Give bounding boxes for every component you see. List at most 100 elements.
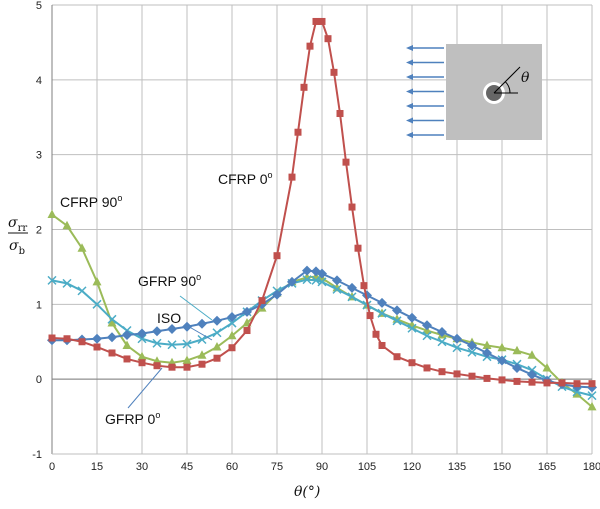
- load-arrow-head: [406, 59, 413, 66]
- data-point: [366, 312, 374, 320]
- load-arrows: [406, 45, 444, 138]
- data-point: [512, 345, 522, 355]
- data-point: [227, 312, 237, 323]
- data-point: [438, 368, 446, 376]
- data-point: [587, 391, 597, 401]
- data-point: [347, 292, 357, 302]
- data-point: [77, 286, 87, 296]
- data-point: [92, 276, 102, 286]
- data-point: [312, 17, 320, 25]
- data-point: [452, 333, 462, 344]
- data-point: [302, 265, 312, 276]
- load-arrow-head: [406, 74, 413, 80]
- data-point: [408, 359, 416, 367]
- data-point: [294, 128, 302, 136]
- series-cfrp-0o: [48, 17, 596, 388]
- y-tick-label: 0: [36, 374, 42, 386]
- x-tick-label: 105: [358, 461, 376, 473]
- data-point: [348, 203, 356, 211]
- data-point: [287, 276, 297, 287]
- data-point: [452, 343, 462, 353]
- data-point: [258, 297, 266, 305]
- x-tick-label: 90: [316, 461, 328, 473]
- data-point: [122, 340, 132, 349]
- data-point: [47, 209, 57, 219]
- data-point: [228, 344, 236, 352]
- data-point: [138, 359, 146, 367]
- data-point: [47, 275, 57, 285]
- data-point: [227, 330, 237, 340]
- series-labels: CFRP 0o CFRP 90o GFRP 90o ISO GFRP 0o: [60, 170, 273, 427]
- data-point: [393, 353, 401, 361]
- data-point: [497, 355, 507, 366]
- y-axis-label: σrr σb: [8, 215, 28, 257]
- data-point: [572, 389, 582, 398]
- series-layer: [47, 17, 597, 411]
- data-point: [167, 324, 177, 335]
- data-point: [107, 318, 117, 327]
- data-point: [422, 331, 432, 341]
- x-tick-label: 150: [493, 461, 511, 473]
- data-point: [243, 327, 251, 335]
- data-point: [407, 323, 417, 333]
- label-cfrp-90: CFRP 90o: [60, 193, 122, 210]
- data-point: [182, 355, 192, 364]
- data-point: [78, 338, 86, 346]
- data-point: [300, 83, 308, 91]
- data-point: [107, 314, 117, 324]
- data-point: [212, 315, 222, 326]
- data-point: [242, 306, 252, 317]
- x-tick-label: 165: [538, 461, 556, 473]
- data-point: [302, 272, 312, 281]
- data-point: [558, 379, 566, 387]
- data-point: [543, 379, 551, 387]
- inset-angle-line: [493, 66, 521, 94]
- x-tick-label: 45: [181, 461, 193, 473]
- data-point: [407, 312, 417, 323]
- label-gfrp-90: GFRP 90o: [138, 272, 201, 289]
- data-point: [306, 42, 314, 50]
- data-point: [324, 35, 332, 43]
- data-point: [168, 363, 176, 371]
- label-cfrp-0: CFRP 0o: [218, 170, 273, 187]
- data-point: [360, 282, 368, 290]
- svg-text:σrr: σrr: [8, 215, 27, 234]
- data-point: [92, 333, 102, 344]
- data-point: [62, 220, 72, 230]
- x-tick-label: 120: [403, 461, 421, 473]
- x-tick-label: 15: [91, 461, 103, 473]
- data-point: [513, 377, 521, 385]
- data-point: [182, 339, 192, 349]
- data-point: [392, 305, 402, 316]
- load-arrow-head: [406, 117, 413, 124]
- data-point: [497, 342, 507, 352]
- data-point: [152, 326, 162, 337]
- data-point: [332, 284, 342, 294]
- data-point: [137, 334, 147, 344]
- data-point: [330, 68, 338, 76]
- data-point: [423, 364, 431, 372]
- data-point: [123, 355, 131, 363]
- x-tick-label: 75: [271, 461, 283, 473]
- data-point: [212, 341, 222, 351]
- data-point: [483, 374, 491, 382]
- svg-text:σb: σb: [9, 238, 25, 257]
- data-point: [342, 158, 350, 166]
- data-point: [122, 330, 132, 341]
- data-point: [213, 354, 221, 362]
- data-point: [137, 328, 147, 339]
- data-point: [332, 275, 342, 286]
- y-tick-label: 2: [36, 225, 42, 237]
- data-point: [137, 351, 147, 361]
- data-point: [108, 349, 116, 357]
- x-tick-label: 30: [136, 461, 148, 473]
- x-tick-label: 135: [448, 461, 466, 473]
- data-point: [317, 268, 327, 279]
- data-point: [527, 350, 537, 359]
- data-point: [572, 387, 582, 397]
- data-point: [378, 341, 386, 349]
- inset-diagram: θ: [406, 44, 542, 140]
- data-point: [183, 363, 191, 371]
- x-tick-label: 0: [49, 461, 55, 473]
